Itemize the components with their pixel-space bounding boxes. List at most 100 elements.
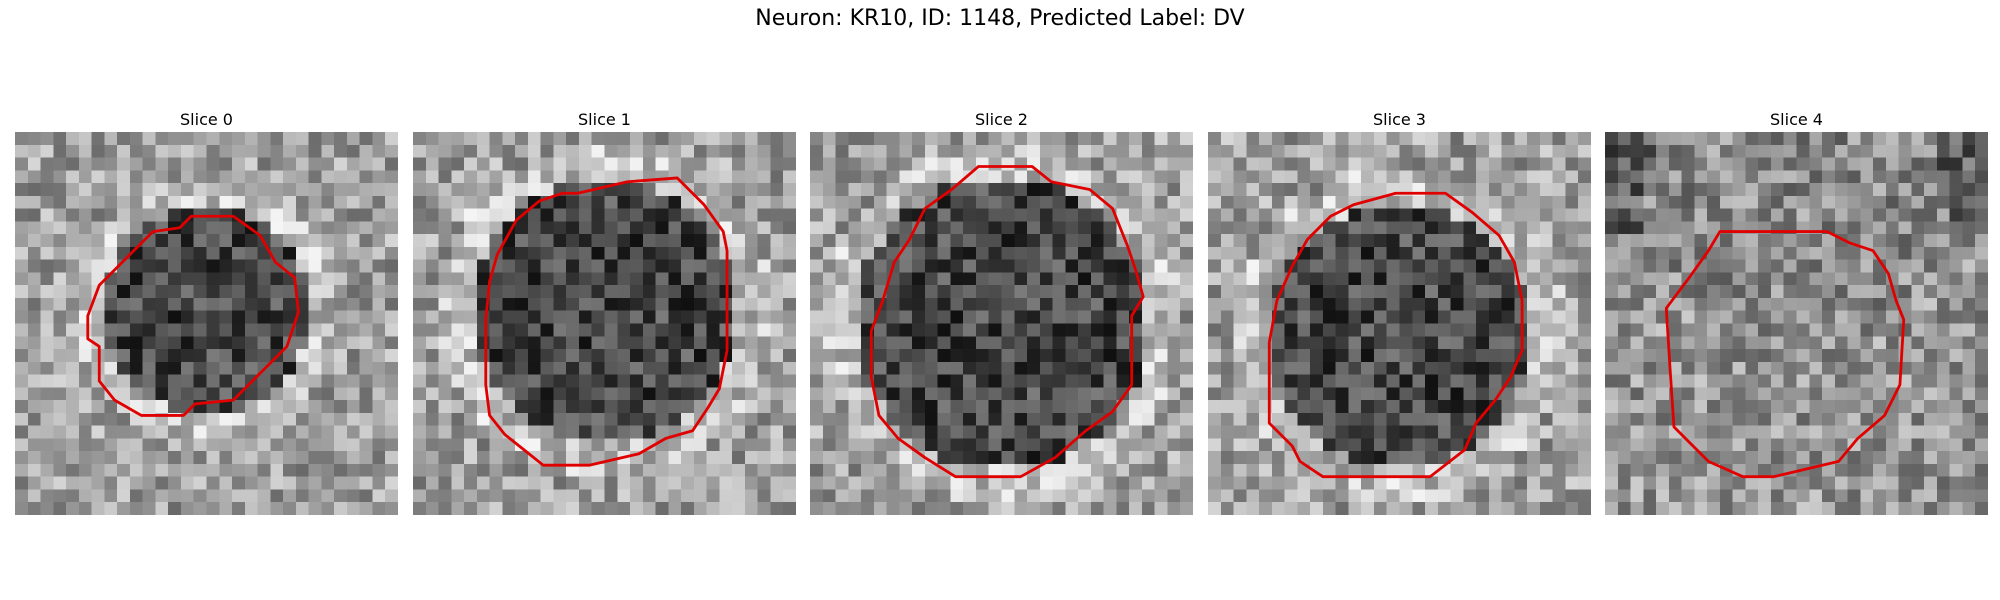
pixel	[1297, 412, 1311, 426]
pixel	[1141, 259, 1155, 273]
pixel	[206, 438, 220, 452]
pixel	[1605, 157, 1619, 171]
pixel	[706, 476, 720, 490]
pixel	[193, 489, 207, 503]
pixel	[988, 323, 1002, 337]
pixel	[1322, 259, 1336, 273]
pixel	[1668, 400, 1682, 414]
pixel	[1065, 400, 1079, 414]
pixel	[464, 297, 478, 311]
pixel	[1834, 221, 1848, 235]
pixel	[1783, 157, 1797, 171]
pixel	[1707, 400, 1721, 414]
pixel	[873, 425, 887, 439]
pixel	[53, 361, 67, 375]
pixel	[413, 259, 427, 273]
pixel	[1065, 157, 1079, 171]
pixel	[988, 183, 1002, 197]
pixel	[1873, 310, 1887, 324]
pixel	[848, 489, 862, 503]
pixel	[1488, 183, 1502, 197]
pixel	[1014, 285, 1028, 299]
pixel	[1259, 310, 1273, 324]
pixel	[1770, 349, 1784, 363]
pixel	[886, 157, 900, 171]
pixel	[1860, 183, 1874, 197]
pixel	[142, 489, 156, 503]
pixel	[1001, 361, 1015, 375]
pixel	[1361, 183, 1375, 197]
pixel	[1656, 349, 1670, 363]
pixel	[1885, 438, 1899, 452]
pixel	[553, 438, 567, 452]
pixel	[1297, 144, 1311, 158]
pixel	[1898, 476, 1912, 490]
pixel	[78, 374, 92, 388]
pixel	[78, 361, 92, 375]
pixel	[591, 361, 605, 375]
pixel	[988, 272, 1002, 286]
pixel	[540, 323, 554, 337]
pixel	[732, 400, 746, 414]
pixel	[1065, 221, 1079, 235]
pixel	[591, 272, 605, 286]
pixel	[630, 476, 644, 490]
pixel	[1027, 451, 1041, 465]
pixel	[1719, 310, 1733, 324]
pixel	[1860, 234, 1874, 248]
pixel	[899, 336, 913, 350]
pixel	[655, 208, 669, 222]
pixel	[104, 170, 118, 184]
pixel	[1565, 323, 1579, 337]
pixel	[1719, 144, 1733, 158]
pixel	[372, 144, 386, 158]
pixel	[1796, 336, 1810, 350]
pixel	[1463, 489, 1477, 503]
pixel	[1643, 157, 1657, 171]
pixel	[924, 259, 938, 273]
pixel	[1167, 195, 1181, 209]
pixel	[104, 323, 118, 337]
pixel	[604, 323, 618, 337]
pixel	[578, 132, 592, 146]
pixel	[848, 195, 862, 209]
pixel	[1437, 476, 1451, 490]
pixel	[1141, 297, 1155, 311]
pixel	[924, 489, 938, 503]
pixel	[1259, 489, 1273, 503]
pixel	[693, 144, 707, 158]
pixel	[873, 349, 887, 363]
pixel	[1578, 170, 1591, 184]
pixel	[1246, 412, 1260, 426]
pixel	[975, 438, 989, 452]
pixel	[1924, 323, 1938, 337]
pixel	[578, 157, 592, 171]
pixel	[244, 272, 258, 286]
pixel	[244, 183, 258, 197]
pixel	[1310, 412, 1324, 426]
pixel	[1078, 132, 1092, 146]
pixel	[27, 502, 41, 515]
pixel	[1386, 297, 1400, 311]
pixel	[502, 323, 516, 337]
pixel	[232, 400, 246, 414]
pixel	[604, 438, 618, 452]
pixel	[1539, 234, 1553, 248]
pixel	[1822, 374, 1836, 388]
pixel	[963, 170, 977, 184]
pixel	[168, 297, 182, 311]
pixel	[1141, 285, 1155, 299]
pixel	[1605, 246, 1619, 260]
pixel	[1924, 170, 1938, 184]
pixel	[1565, 374, 1579, 388]
pixel	[1552, 285, 1566, 299]
pixel	[1694, 259, 1708, 273]
pixel	[321, 463, 335, 477]
pixel	[1463, 323, 1477, 337]
pixel	[40, 297, 54, 311]
pixel	[1527, 259, 1541, 273]
pixel	[873, 476, 887, 490]
pixel	[591, 387, 605, 401]
pixel	[1052, 476, 1066, 490]
pixel	[372, 374, 386, 388]
